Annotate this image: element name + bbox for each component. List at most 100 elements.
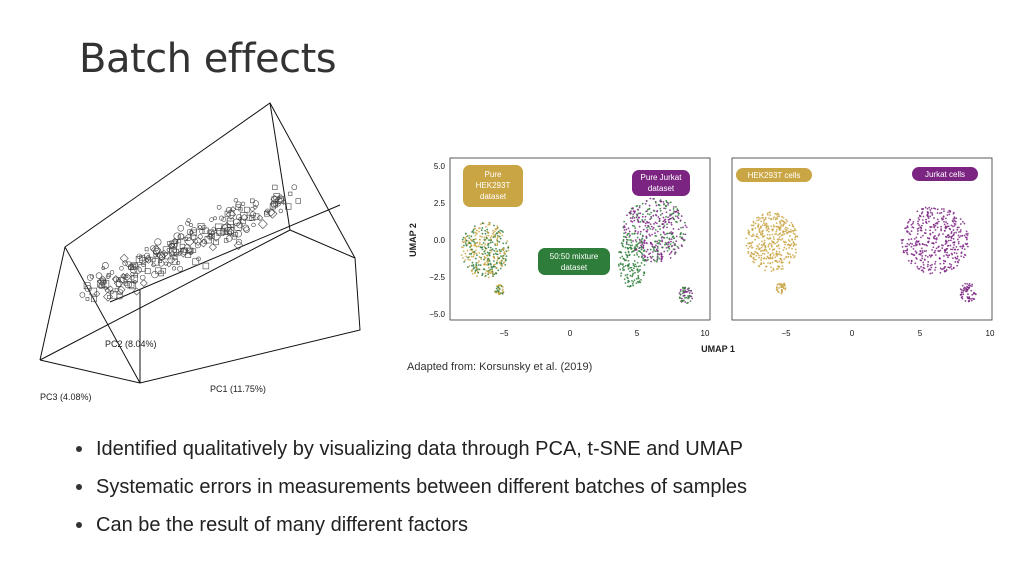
umap-dot bbox=[934, 224, 937, 227]
umap-dot bbox=[970, 289, 973, 292]
umap-dot bbox=[656, 242, 659, 245]
umap-dot bbox=[683, 221, 686, 224]
pca-point bbox=[190, 233, 197, 240]
umap-dot bbox=[773, 216, 776, 219]
umap-dot bbox=[675, 210, 678, 213]
umap-dot bbox=[767, 262, 769, 264]
umap-dot bbox=[657, 225, 660, 228]
umap-dot bbox=[652, 214, 655, 217]
umap-dot bbox=[492, 229, 494, 232]
umap-dot bbox=[644, 259, 647, 262]
umap-dot bbox=[639, 220, 642, 223]
pca-point bbox=[220, 224, 229, 232]
umap-dot bbox=[947, 266, 950, 269]
umap-dot bbox=[499, 252, 502, 255]
umap-dot bbox=[629, 274, 632, 277]
umap-dot bbox=[678, 297, 681, 300]
umap-dot bbox=[785, 248, 788, 250]
umap-dot bbox=[778, 253, 780, 256]
bullet-dot-icon bbox=[76, 522, 82, 528]
umap-dot bbox=[484, 274, 487, 277]
umap-dot bbox=[929, 232, 932, 235]
umap-dot bbox=[942, 208, 945, 210]
umap-dot bbox=[929, 268, 932, 271]
umap-dot bbox=[954, 261, 957, 263]
umap-dot bbox=[934, 269, 936, 271]
umap-dot bbox=[676, 216, 679, 218]
umap-dot bbox=[464, 232, 467, 235]
umap-dot bbox=[772, 248, 774, 251]
umap-dot bbox=[646, 248, 649, 251]
pca-point bbox=[250, 198, 255, 204]
umap-dot bbox=[474, 257, 477, 260]
umap-dot bbox=[756, 244, 758, 247]
umap-dot bbox=[929, 272, 932, 275]
bullet-dot-icon bbox=[76, 446, 82, 452]
umap-dot bbox=[670, 223, 673, 226]
umap-dot bbox=[940, 211, 943, 214]
umap-dot bbox=[659, 233, 662, 236]
umap-dot bbox=[936, 221, 938, 224]
umap-dot bbox=[955, 245, 958, 248]
umap-dot bbox=[952, 246, 955, 249]
umap-dot bbox=[947, 256, 949, 259]
umap-dot bbox=[761, 249, 764, 252]
umap-dot bbox=[637, 216, 640, 219]
umap-dot bbox=[619, 262, 622, 265]
umap-dot bbox=[655, 222, 658, 225]
bubble-jurkat-cells: Jurkat cells bbox=[912, 167, 978, 181]
umap-dot bbox=[642, 250, 645, 253]
umap-dot bbox=[965, 290, 968, 293]
umap-dot bbox=[952, 211, 955, 214]
umap-dot bbox=[910, 260, 913, 263]
umap-dot bbox=[961, 220, 964, 223]
umap-dot bbox=[781, 237, 784, 240]
umap-dot bbox=[500, 285, 503, 288]
umap-dot bbox=[641, 202, 644, 205]
bullet-text: Systematic errors in measurements betwee… bbox=[96, 476, 748, 498]
umap-dot bbox=[920, 236, 922, 239]
umap-dot bbox=[768, 217, 770, 220]
umap-dot bbox=[466, 266, 469, 269]
umap-dot bbox=[681, 236, 683, 239]
umap-dot bbox=[913, 244, 915, 247]
umap-dot bbox=[931, 212, 934, 215]
umap-dot bbox=[934, 254, 937, 256]
umap-dot bbox=[788, 224, 791, 227]
umap-dot bbox=[778, 226, 781, 229]
umap-dot bbox=[939, 262, 942, 265]
umap-dot bbox=[502, 249, 505, 252]
umap-dot bbox=[934, 263, 936, 265]
umap-dot bbox=[926, 211, 929, 213]
umap-dot bbox=[764, 216, 767, 219]
umap-dot bbox=[929, 229, 932, 232]
umap-dot bbox=[469, 246, 471, 248]
umap-dot bbox=[466, 249, 469, 252]
umap-dot bbox=[475, 233, 478, 235]
umap-dot bbox=[495, 232, 498, 235]
umap-dot bbox=[488, 223, 491, 226]
umap-dot bbox=[950, 237, 953, 240]
umap-dot bbox=[671, 245, 674, 247]
umap-dot bbox=[498, 235, 501, 238]
umap-dot bbox=[470, 253, 473, 255]
umap-dot bbox=[666, 226, 668, 229]
umap-dot bbox=[640, 256, 643, 259]
umap-dot bbox=[652, 197, 655, 200]
umap-dot bbox=[660, 236, 663, 239]
umap-dot bbox=[959, 235, 962, 237]
umap-dot bbox=[691, 297, 694, 300]
umap-dot bbox=[636, 268, 639, 271]
pca-point bbox=[206, 229, 212, 235]
umap-dot bbox=[499, 267, 502, 270]
umap-dot bbox=[777, 244, 780, 247]
umap-dot bbox=[629, 270, 631, 273]
pca-point bbox=[264, 211, 270, 217]
umap-dot bbox=[639, 230, 642, 233]
umap-dot bbox=[659, 214, 662, 216]
umap-dot bbox=[472, 267, 475, 270]
umap-dot bbox=[926, 237, 929, 239]
umap-dot bbox=[479, 264, 482, 266]
umap-dot bbox=[658, 257, 661, 260]
umap-dot bbox=[774, 233, 777, 236]
